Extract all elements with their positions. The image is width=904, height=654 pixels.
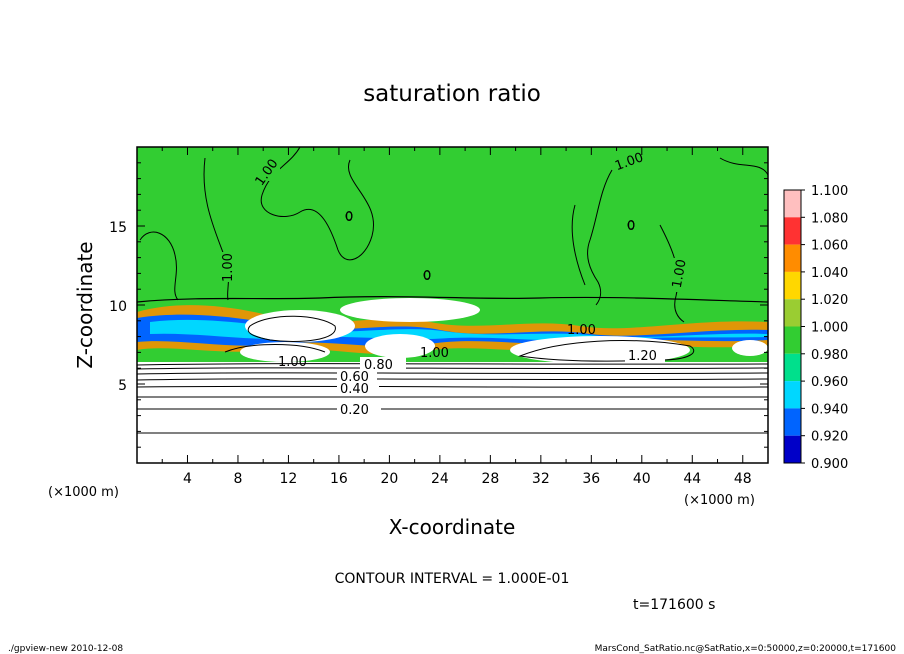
x-tick-label: 36: [582, 471, 600, 487]
x-tick-label: 24: [431, 471, 449, 487]
contour-line: [136, 363, 769, 366]
contour-line: [518, 340, 695, 362]
y-tick-label: 10: [109, 299, 127, 315]
contour-interval: CONTOUR INTERVAL = 1.000E-01: [335, 571, 570, 587]
x-axis-title: X-coordinate: [389, 515, 516, 539]
contour-label: 1.00: [670, 258, 690, 289]
colorbar-swatch: [784, 353, 801, 382]
colorbar-label: 0.980: [811, 348, 848, 363]
colorbar-label: 1.000: [811, 321, 848, 336]
contour-line: [139, 231, 179, 301]
cloud-patch: [245, 310, 355, 342]
colorbar-swatch: [784, 381, 801, 409]
y-axis-unit: (×1000 m): [48, 485, 119, 500]
y-tick-label: 15: [109, 220, 127, 236]
colorbar-swatch: [784, 435, 801, 463]
footer-left: ./gpview-new 2010-12-08: [8, 644, 123, 654]
colorbar-label: 0.900: [811, 457, 848, 472]
colorbar-label: 1.040: [811, 266, 848, 281]
contour-line: [571, 204, 586, 286]
time-label: t=171600 s: [633, 597, 715, 613]
contour-label-bg: [360, 357, 406, 371]
contour-label: 0: [627, 219, 635, 234]
colorbar: 1.100 1.080 1.060 1.040 1.020 1.000 0.980 0.960…: [783, 184, 848, 472]
x-tick-label: 12: [280, 471, 298, 487]
x-tick-label: 16: [330, 471, 348, 487]
x-tick-label: 8: [233, 471, 242, 487]
contour-label-bg: [337, 402, 381, 416]
contour-line: [423, 270, 431, 280]
colorbar-label: 1.080: [811, 211, 848, 226]
contour-label: 0.20: [340, 403, 369, 418]
colorbar-label: 1.020: [811, 293, 848, 308]
cloud-patch: [732, 340, 768, 356]
colorbar-label: 1.060: [811, 239, 848, 254]
contour-label: 1.00: [420, 346, 449, 361]
contour-line: [136, 378, 769, 381]
colorbar-swatch: [784, 299, 801, 327]
contour-label: 1.20: [628, 349, 657, 364]
contour-label: 1.00: [567, 323, 596, 338]
colorbar-swatch: [784, 244, 801, 272]
y-axis: 5 10 15: [109, 162, 768, 448]
contour-label-bg: [625, 347, 665, 363]
colorbar-label: 0.960: [811, 375, 848, 390]
colorbar-swatch: [784, 217, 801, 245]
contour-line: [136, 385, 769, 388]
x-tick-label: 20: [380, 471, 398, 487]
contour-label-bg: [217, 252, 237, 282]
x-tick-label: 32: [532, 471, 550, 487]
x-axis-unit: (×1000 m): [684, 493, 755, 508]
contour-label: 0.40: [340, 382, 369, 397]
contour-label-bg: [337, 381, 379, 395]
colorbar-swatch: [784, 190, 801, 218]
colorbar-swatch: [784, 408, 801, 436]
contour-line: [627, 220, 635, 230]
contour-label: 0: [423, 269, 431, 284]
footer-right: MarsCond_SatRatio.nc@SatRatio,x=0:50000,…: [595, 644, 897, 654]
contour-line: [136, 372, 769, 375]
cloud-patch: [365, 334, 435, 358]
y-axis-title: Z-coordinate: [73, 241, 97, 368]
x-tick-label: 40: [633, 471, 651, 487]
x-axis: 4 8 12 16 20 24 28 32 36 40 44 48: [161, 147, 752, 487]
x-tick-label: 28: [481, 471, 499, 487]
x-tick-label: 44: [683, 471, 701, 487]
contour-line: [260, 146, 375, 261]
contour-line: [136, 367, 769, 370]
contour-label: 1.00: [278, 355, 307, 370]
x-tick-label: 48: [734, 471, 752, 487]
contour-line: [719, 157, 769, 176]
contour-line: [224, 344, 326, 353]
contour-line: [587, 169, 613, 306]
subsaturated-region: [137, 362, 768, 463]
contour-line: [345, 211, 353, 221]
colorbar-label: 0.920: [811, 430, 848, 445]
cloud-patch: [340, 298, 480, 322]
colorbar-swatch: [784, 326, 801, 354]
contour-label-bg: [337, 369, 377, 383]
contour-line: [247, 315, 336, 342]
contour-line: [136, 295, 769, 303]
contour-label: 1.00: [221, 253, 236, 282]
colorbar-swatch: [784, 271, 801, 300]
colorbar-label: 0.940: [811, 402, 848, 417]
plot-area: 1.00 1.00 1.00 1.00 1.00 1.00 0 0 0 1.20…: [136, 146, 769, 464]
contour-line: [659, 224, 685, 323]
saturated-region: [137, 147, 768, 305]
y-tick-label: 5: [118, 378, 127, 394]
contour-label-bg: [612, 147, 646, 169]
x-tick-label: 4: [183, 471, 192, 487]
contour-label-bg: [250, 165, 280, 181]
contour-label: 0: [345, 210, 353, 225]
contour-label-bg: [668, 258, 688, 292]
chart-title: saturation ratio: [363, 81, 541, 107]
colorbar-label: 1.100: [811, 184, 848, 199]
